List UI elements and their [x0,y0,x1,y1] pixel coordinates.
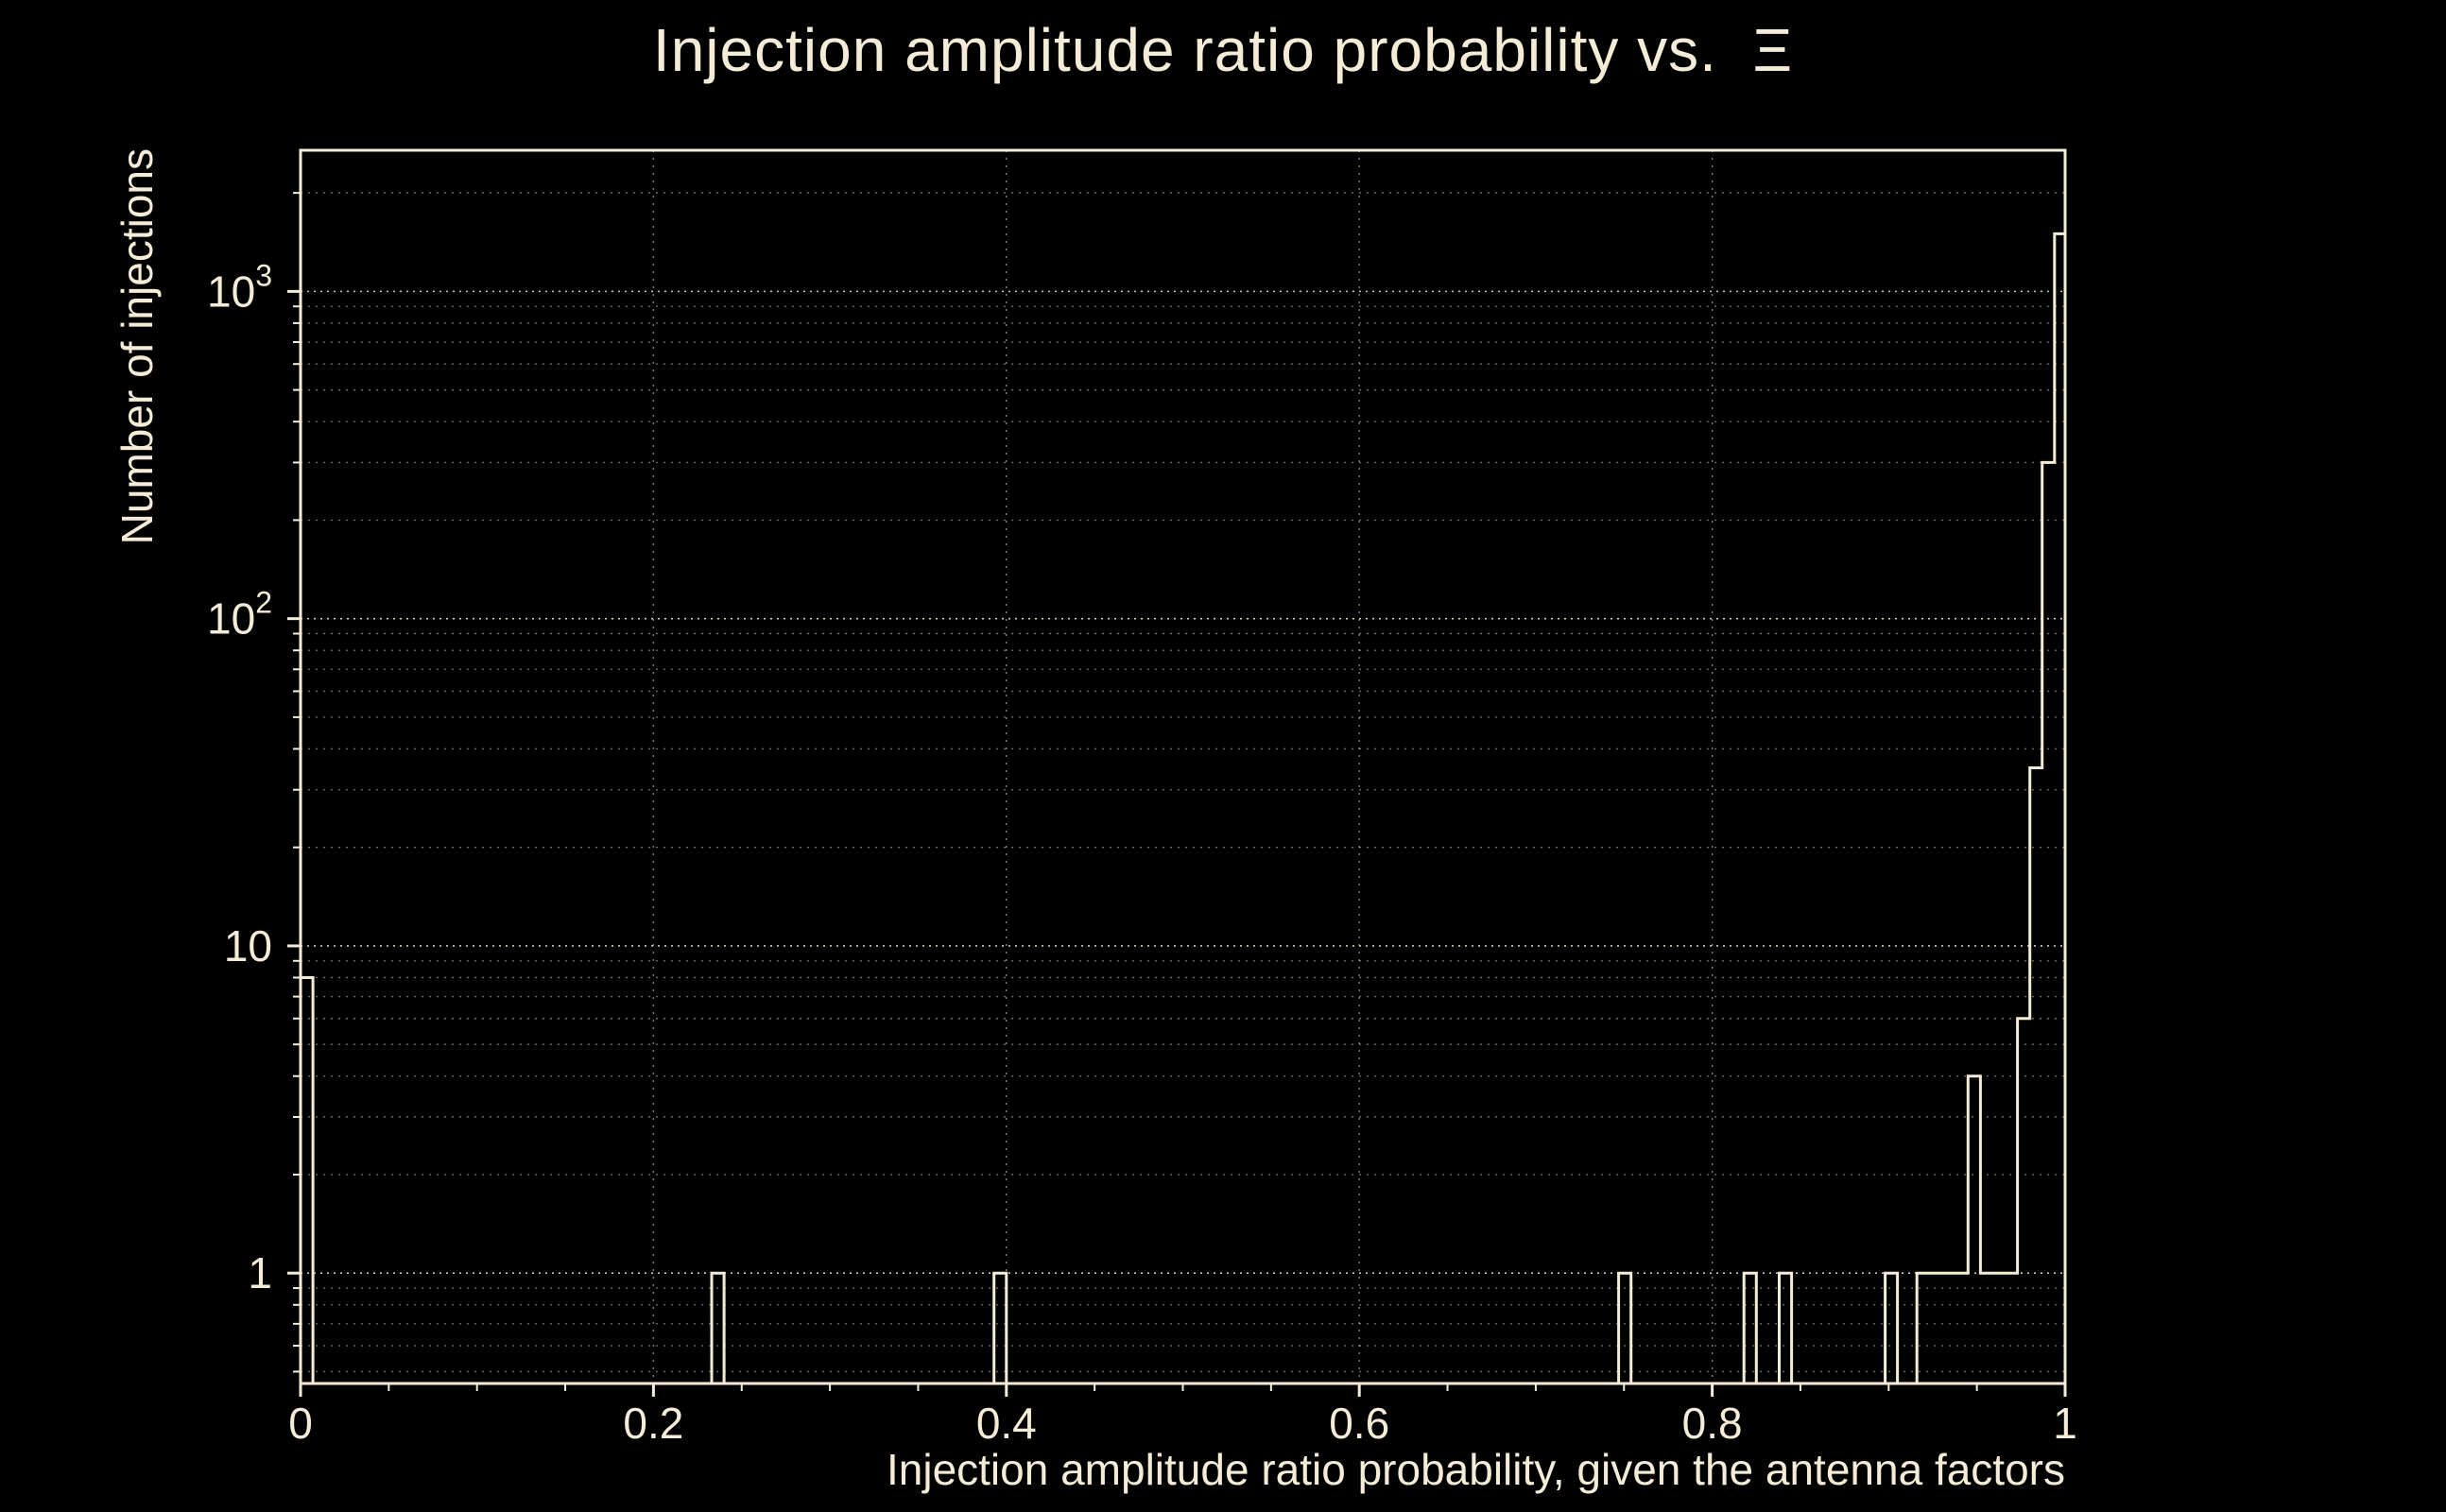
x-tick-label: 0.8 [1682,1399,1743,1448]
y-tick-label: 103 [207,258,272,316]
y-axis-tick-labels: 1 10 102 103 [207,258,272,1297]
histogram-line [299,232,2067,1385]
y-axis-ticks [287,192,301,1373]
x-tick-label: 0 [288,1399,313,1448]
chart-title: Injection amplitude ratio probability vs… [652,16,1794,84]
grid-lines [301,150,2066,1383]
y-tick-label: 1 [248,1248,272,1297]
x-axis-ticks [299,1383,2067,1397]
plot-frame [299,148,2067,1385]
x-tick-label: 0.6 [1329,1399,1389,1448]
x-axis-tick-labels: 0 0.2 0.4 0.6 0.8 1 [288,1399,2077,1448]
y-tick-label: 10 [224,921,272,971]
x-tick-label: 0.4 [976,1399,1037,1448]
x-tick-label: 0.2 [623,1399,683,1448]
x-axis-title: Injection amplitude ratio probability, g… [886,1445,2065,1494]
x-tick-label: 1 [2053,1399,2077,1448]
y-tick-label: 102 [207,586,272,644]
